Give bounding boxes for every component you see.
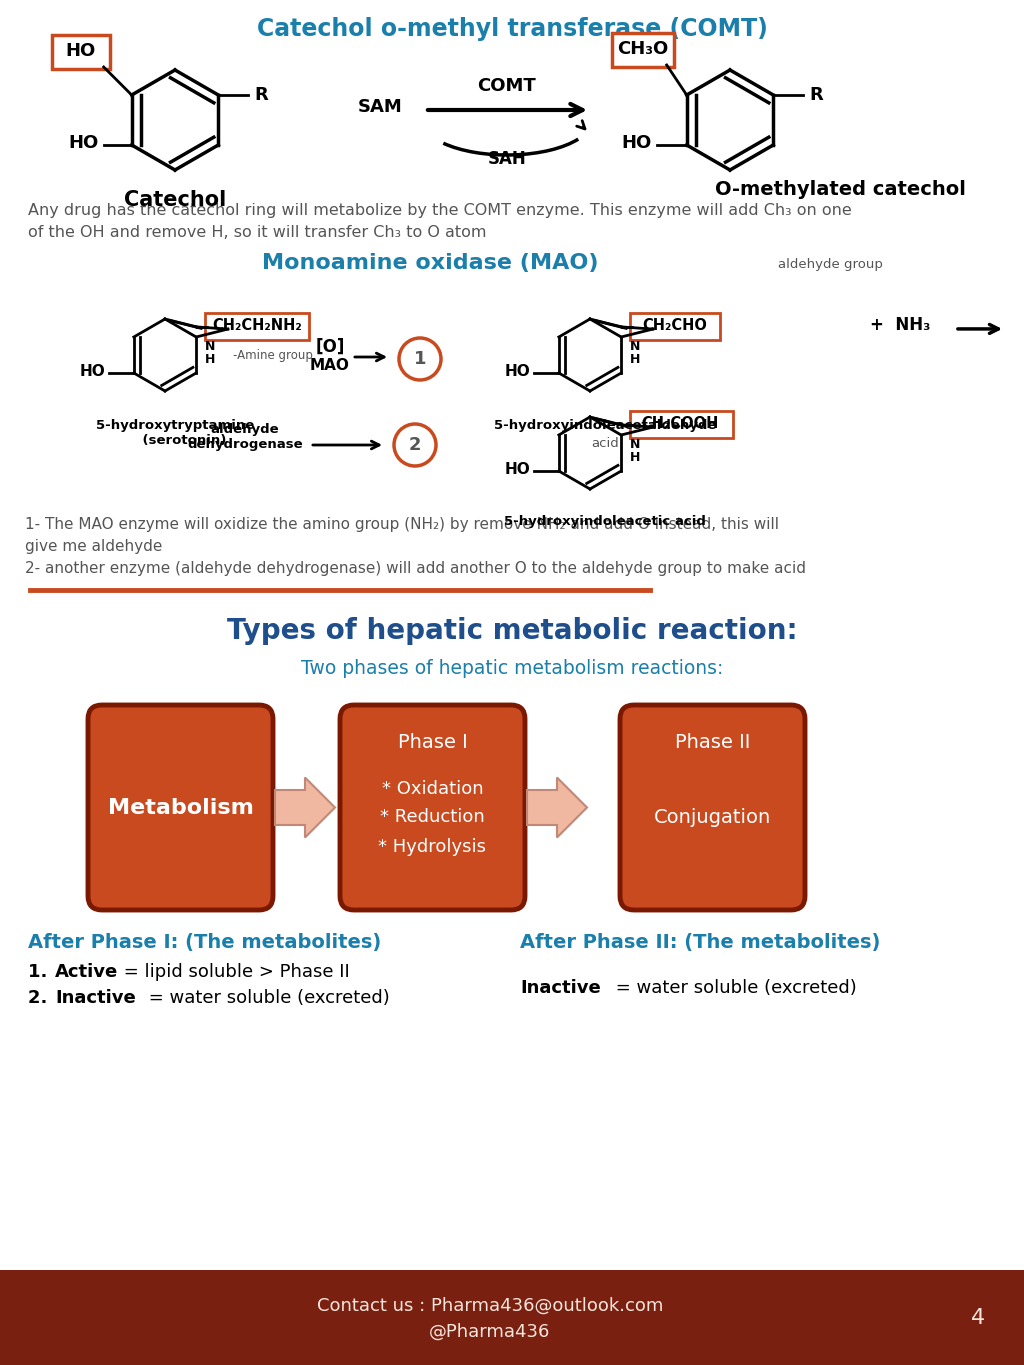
Text: 2: 2	[409, 435, 421, 455]
Text: 2.: 2.	[28, 990, 53, 1007]
Text: After Phase II: (The metabolites): After Phase II: (The metabolites)	[520, 934, 881, 951]
Text: O-methylated catechol: O-methylated catechol	[715, 180, 966, 199]
Text: of the OH and remove H, so it will transfer Ch₃ to O atom: of the OH and remove H, so it will trans…	[28, 225, 486, 240]
Text: 1.: 1.	[28, 962, 53, 981]
Text: * Reduction: * Reduction	[380, 808, 485, 826]
Text: CH₂CH₂NH₂: CH₂CH₂NH₂	[212, 318, 301, 333]
FancyBboxPatch shape	[205, 313, 308, 340]
Text: HO: HO	[66, 42, 96, 60]
Text: Contact us : Pharma436@outlook.com: Contact us : Pharma436@outlook.com	[316, 1297, 664, 1314]
Text: Monoamine oxidase (MAO): Monoamine oxidase (MAO)	[262, 253, 598, 273]
Text: Any drug has the catechol ring will metabolize by the COMT enzyme. This enzyme w: Any drug has the catechol ring will meta…	[28, 203, 852, 218]
Text: R: R	[254, 86, 268, 104]
Text: 1: 1	[414, 349, 426, 369]
Circle shape	[399, 339, 441, 379]
Text: HO: HO	[505, 363, 530, 378]
FancyBboxPatch shape	[630, 411, 733, 438]
Text: Catechol: Catechol	[124, 190, 226, 210]
Text: acid: acid	[591, 437, 618, 450]
Text: 4: 4	[971, 1308, 985, 1328]
FancyBboxPatch shape	[0, 1269, 1024, 1365]
Text: H: H	[205, 352, 215, 366]
Polygon shape	[275, 778, 335, 838]
FancyBboxPatch shape	[630, 313, 720, 340]
Text: @Pharma436: @Pharma436	[429, 1323, 551, 1340]
Text: Inactive: Inactive	[520, 979, 601, 996]
Text: Inactive: Inactive	[55, 990, 136, 1007]
Circle shape	[394, 425, 436, 465]
FancyBboxPatch shape	[620, 704, 805, 910]
Text: SAM: SAM	[357, 98, 402, 116]
Text: COMT: COMT	[477, 76, 537, 96]
FancyBboxPatch shape	[51, 35, 110, 70]
Text: 5-hydroxyindoleacetaldehyde: 5-hydroxyindoleacetaldehyde	[494, 419, 716, 431]
Polygon shape	[527, 778, 587, 838]
Text: N: N	[205, 340, 215, 352]
Text: After Phase I: (The metabolites): After Phase I: (The metabolites)	[28, 934, 381, 951]
Text: CH₂CHO: CH₂CHO	[642, 318, 708, 333]
Text: Metabolism: Metabolism	[108, 797, 253, 818]
Text: R: R	[809, 86, 823, 104]
Text: give me aldehyde: give me aldehyde	[25, 539, 163, 554]
Text: Two phases of hepatic metabolism reactions:: Two phases of hepatic metabolism reactio…	[301, 659, 723, 678]
Text: N: N	[630, 438, 640, 450]
Text: SAH: SAH	[487, 150, 526, 168]
Text: HO: HO	[622, 134, 651, 152]
Text: Phase I: Phase I	[397, 733, 467, 752]
Text: 2- another enzyme (aldehyde dehydrogenase) will add another O to the aldehyde gr: 2- another enzyme (aldehyde dehydrogenas…	[25, 561, 806, 576]
Text: CH₃O: CH₃O	[617, 40, 669, 57]
Text: = water soluble (excreted): = water soluble (excreted)	[610, 979, 857, 996]
Text: = lipid soluble > Phase II: = lipid soluble > Phase II	[118, 962, 350, 981]
Text: -Amine group: -Amine group	[232, 349, 312, 362]
Text: H: H	[630, 352, 640, 366]
Text: +  NH₃: + NH₃	[870, 315, 931, 334]
Text: = water soluble (excreted): = water soluble (excreted)	[143, 990, 390, 1007]
Text: 1- The MAO enzyme will oxidize the amino group (NH₂) by remove NH₂ and add O ins: 1- The MAO enzyme will oxidize the amino…	[25, 517, 779, 532]
Text: N: N	[630, 340, 640, 352]
Text: * Oxidation: * Oxidation	[382, 781, 483, 799]
Text: Catechol o-methyl transferase (COMT): Catechol o-methyl transferase (COMT)	[257, 16, 767, 41]
Text: Conjugation: Conjugation	[654, 808, 771, 827]
Text: Active: Active	[55, 962, 118, 981]
Text: 5-hydroxyindoleacetic acid: 5-hydroxyindoleacetic acid	[504, 515, 706, 528]
Text: aldehyde group: aldehyde group	[777, 258, 883, 272]
FancyBboxPatch shape	[340, 704, 525, 910]
Text: HO: HO	[505, 461, 530, 476]
FancyBboxPatch shape	[88, 704, 273, 910]
Text: Phase II: Phase II	[675, 733, 751, 752]
Text: [O]: [O]	[315, 339, 345, 356]
FancyBboxPatch shape	[611, 33, 674, 67]
Text: H: H	[630, 450, 640, 464]
Text: Types of hepatic metabolic reaction:: Types of hepatic metabolic reaction:	[226, 617, 798, 646]
Text: 5-hydroxytryptamine
    (serotonin): 5-hydroxytryptamine (serotonin)	[96, 419, 254, 446]
Text: HO: HO	[80, 363, 105, 378]
Text: aldehyde
dehydrogenase: aldehyde dehydrogenase	[187, 423, 303, 450]
Text: MAO: MAO	[310, 358, 350, 373]
Text: HO: HO	[69, 134, 98, 152]
Text: * Hydrolysis: * Hydrolysis	[379, 838, 486, 856]
Text: CH₂COOH: CH₂COOH	[641, 416, 719, 431]
